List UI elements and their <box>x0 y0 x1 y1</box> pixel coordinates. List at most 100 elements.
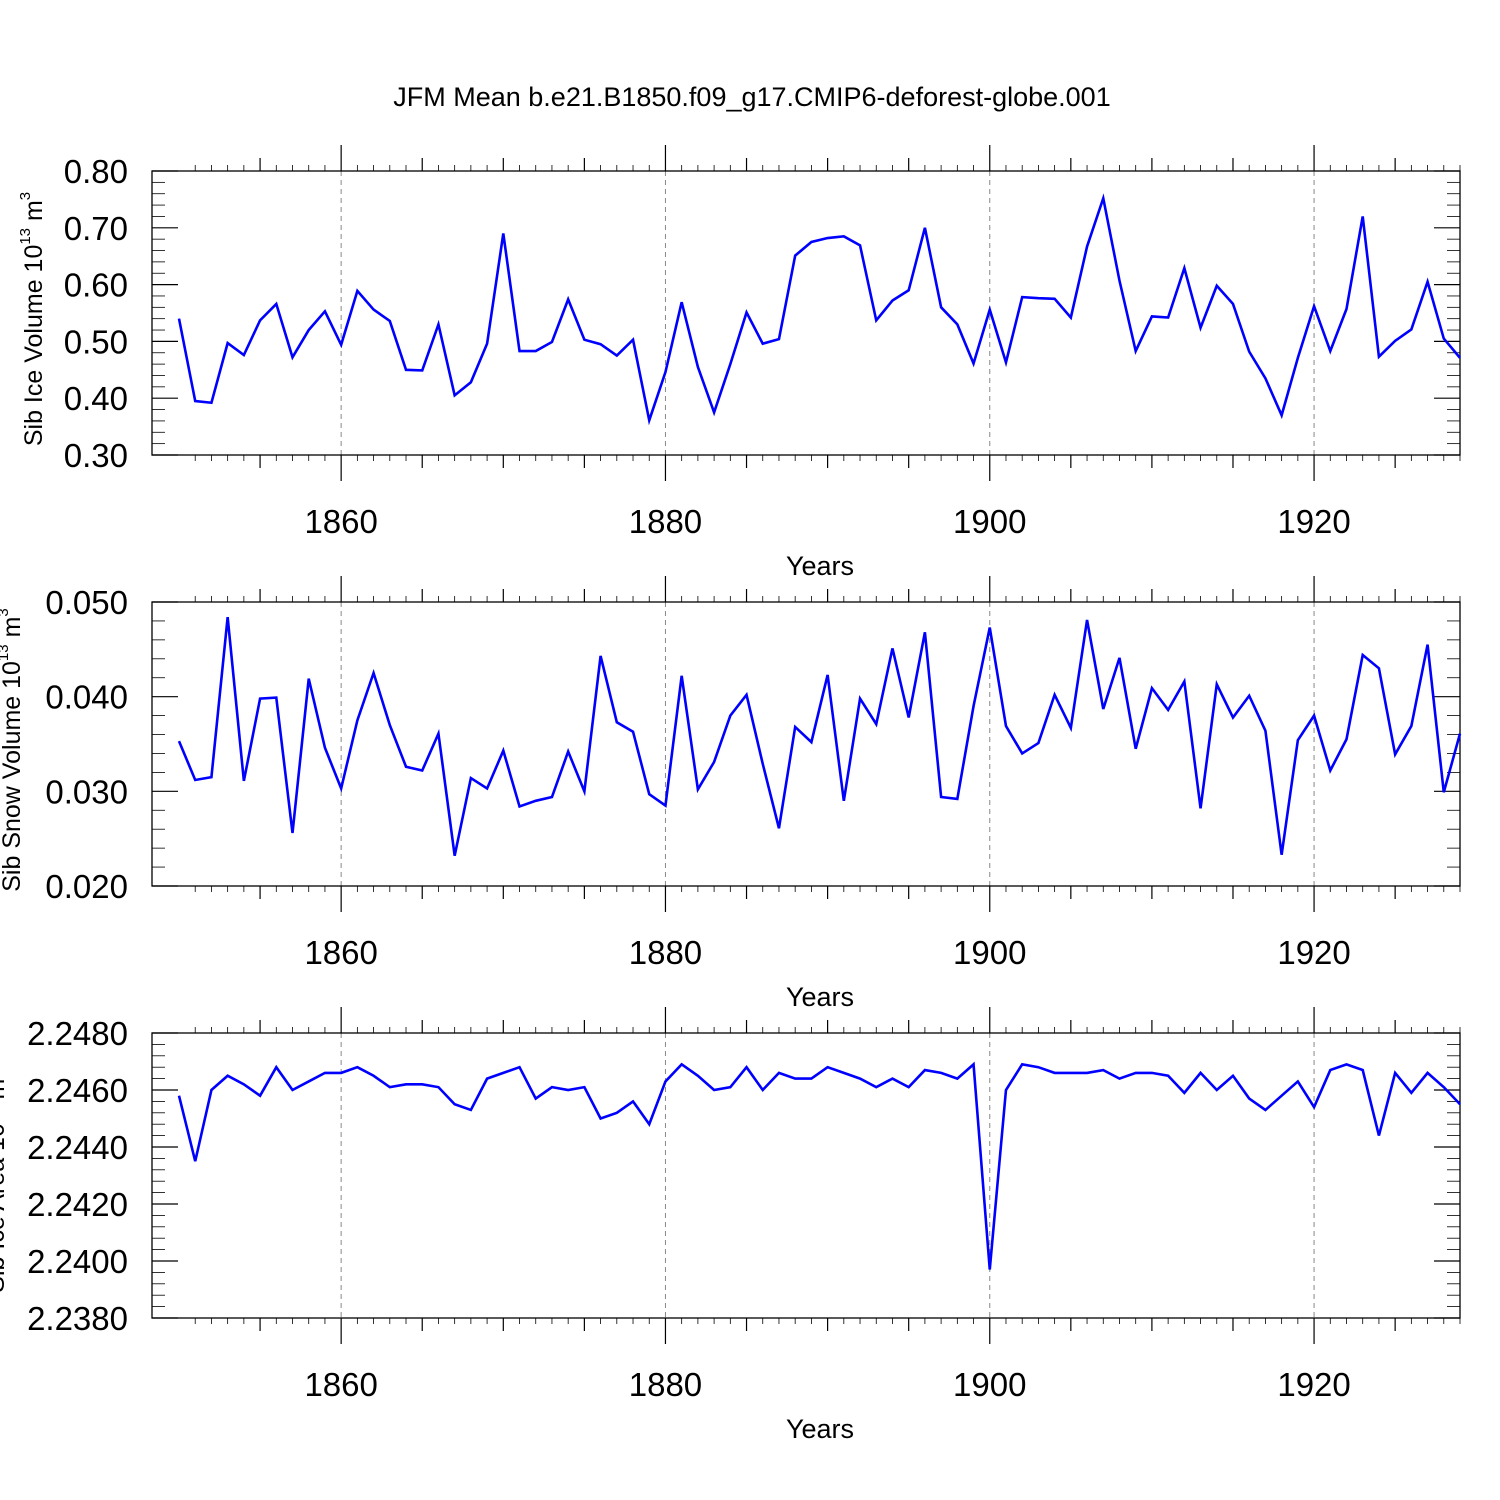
data-point <box>648 419 650 421</box>
data-point <box>1135 1072 1137 1074</box>
data-point <box>859 1077 861 1079</box>
data-point <box>340 787 342 789</box>
data-point <box>178 317 180 319</box>
x-tick-label: 1880 <box>629 1366 702 1403</box>
data-point <box>1297 357 1299 359</box>
data-point <box>486 1077 488 1079</box>
data-point <box>826 237 828 239</box>
data-point <box>778 338 780 340</box>
data-point <box>275 303 277 305</box>
data-point <box>924 1069 926 1071</box>
data-point <box>762 342 764 344</box>
y-axis-label: Sib Ice Volume 1013 m3 <box>17 192 48 446</box>
data-point <box>1135 748 1137 750</box>
y-tick-label: 0.80 <box>64 153 128 190</box>
data-point <box>972 362 974 364</box>
data-point <box>551 1086 553 1088</box>
data-point <box>1459 1103 1461 1105</box>
data-point <box>956 323 958 325</box>
data-point <box>437 323 439 325</box>
data-point <box>535 1097 537 1099</box>
data-point <box>194 1160 196 1162</box>
x-tick-label: 1920 <box>1277 1366 1350 1403</box>
data-point <box>518 805 520 807</box>
data-point <box>956 1077 958 1079</box>
data-point <box>664 804 666 806</box>
data-point <box>226 342 228 344</box>
data-point <box>1313 714 1315 716</box>
x-tick-label: 1900 <box>953 503 1026 540</box>
data-point <box>551 796 553 798</box>
data-point <box>1345 308 1347 310</box>
data-point <box>210 402 212 404</box>
data-point <box>762 1089 764 1091</box>
data-point <box>1037 1066 1039 1068</box>
data-point <box>616 721 618 723</box>
data-point <box>1216 683 1218 685</box>
data-point <box>243 780 245 782</box>
data-point <box>745 311 747 313</box>
data-point <box>453 394 455 396</box>
data-point <box>648 793 650 795</box>
data-point <box>875 1086 877 1088</box>
data-point <box>1037 742 1039 744</box>
data-point <box>486 787 488 789</box>
data-point <box>1297 739 1299 741</box>
data-point <box>616 1112 618 1114</box>
data-point <box>1070 727 1072 729</box>
x-axis-ticks <box>194 145 1461 481</box>
x-tick-label: 1860 <box>304 503 377 540</box>
data-point <box>421 369 423 371</box>
data-point <box>745 694 747 696</box>
y-tick-label: 2.2460 <box>27 1072 128 1109</box>
x-tick-label: 1880 <box>629 503 702 540</box>
data-point <box>243 354 245 356</box>
data-point <box>810 241 812 243</box>
data-point <box>778 1072 780 1074</box>
data-point <box>389 1086 391 1088</box>
data-point <box>1118 657 1120 659</box>
data-point <box>1378 356 1380 358</box>
panel-ice-area: 2.2380 2.2400 2.2420 2.2440 2.2460 2.2480 1860… <box>0 1007 1461 1444</box>
data-point <box>762 763 764 765</box>
data-point <box>729 1086 731 1088</box>
y-axis-label-unit: m <box>20 200 48 228</box>
y-axis-label-text: Sib Snow Volume 10 <box>0 661 26 892</box>
data-point <box>1345 1063 1347 1065</box>
data-point <box>1329 350 1331 352</box>
data-point <box>308 329 310 331</box>
data-point <box>502 749 504 751</box>
chart-title: JFM Mean b.e21.B1850.f09_g17.CMIP6-defor… <box>393 82 1110 112</box>
data-point <box>324 310 326 312</box>
data-point <box>924 631 926 633</box>
data-point <box>729 363 731 365</box>
data-point <box>940 796 942 798</box>
data-point <box>551 341 553 343</box>
data-point <box>1102 197 1104 199</box>
data-point <box>518 350 520 352</box>
data-point <box>697 1075 699 1077</box>
data-point <box>599 655 601 657</box>
data-point <box>1426 1072 1428 1074</box>
data-point <box>372 308 374 310</box>
data-point <box>1426 281 1428 283</box>
y-axis-label-exponent: 13 <box>17 228 34 245</box>
data-point <box>616 354 618 356</box>
data-point <box>632 1100 634 1102</box>
y-axis-label-text: Sib Ice Volume 10 <box>20 245 48 447</box>
y-tick-label: 0.70 <box>64 210 128 247</box>
data-point <box>810 1077 812 1079</box>
x-tick-label: 1920 <box>1277 934 1350 971</box>
y-tick-label: 0.30 <box>64 437 128 474</box>
data-point <box>1443 1086 1445 1088</box>
data-point <box>1264 377 1266 379</box>
data-point <box>1086 245 1088 247</box>
data-point <box>972 1063 974 1065</box>
y-tick-label: 0.50 <box>64 323 128 360</box>
y-tick-label: 2.2480 <box>27 1015 128 1052</box>
data-point <box>907 289 909 291</box>
y-axis-label-exponent: 13 <box>0 644 12 661</box>
data-point <box>308 1080 310 1082</box>
x-axis-ticks <box>194 576 1461 912</box>
data-point <box>1167 709 1169 711</box>
